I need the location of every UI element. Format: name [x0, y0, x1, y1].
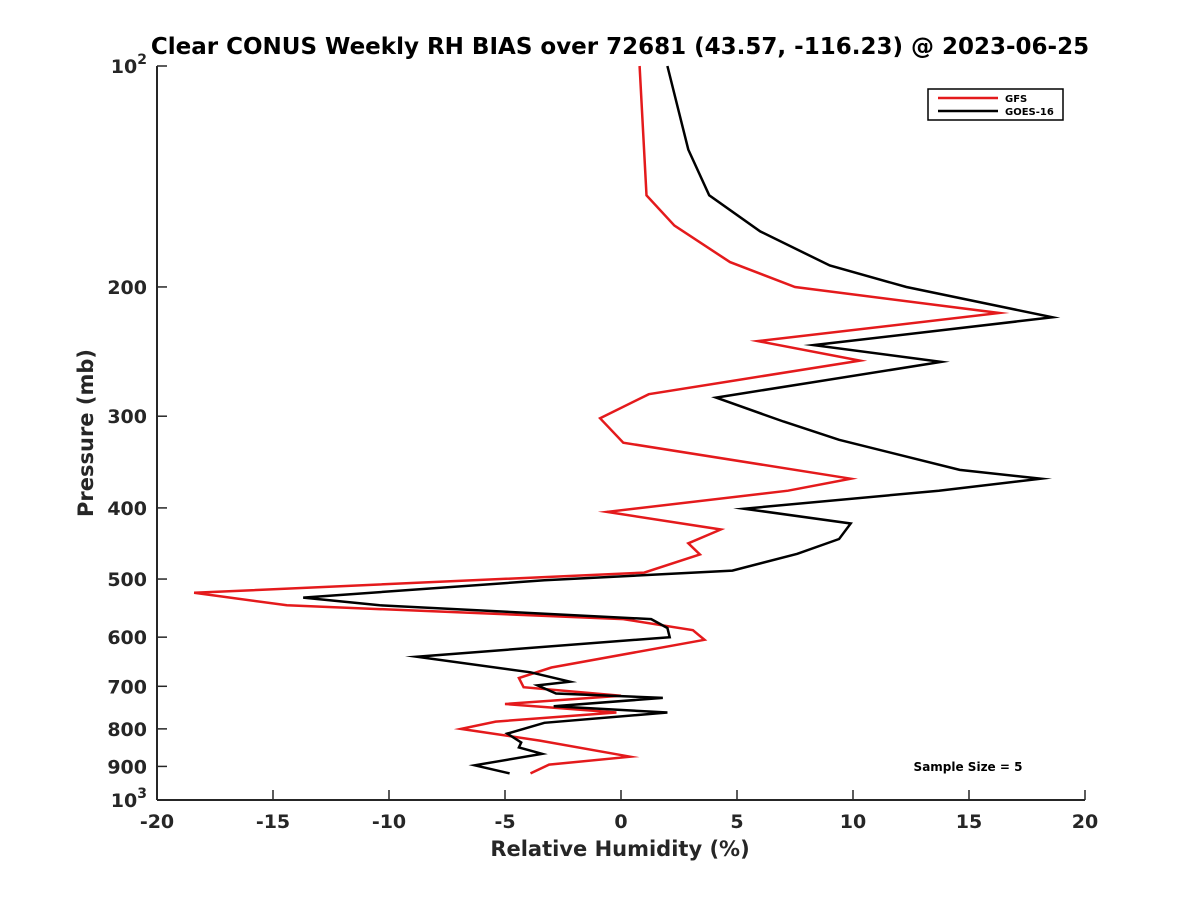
x-tick-label: 0 [614, 811, 627, 833]
series-line-goes16 [303, 65, 1061, 775]
x-tick-label: 20 [1072, 811, 1098, 833]
series-lines [193, 65, 1061, 775]
legend-label-gfs: GFS [1005, 94, 1027, 105]
x-tick-label: -10 [372, 811, 406, 833]
series-line-gfs [193, 65, 1010, 775]
y-tick-label: 500 [107, 569, 147, 591]
y-tick-label: 900 [107, 756, 147, 778]
x-tick-label: 10 [840, 811, 866, 833]
x-tick-label: -15 [256, 811, 290, 833]
y-tick-label: 700 [107, 676, 147, 698]
legend-box [927, 88, 1064, 121]
y-tick-label: 600 [107, 627, 147, 649]
y-tick-label: 300 [107, 406, 147, 428]
y-tick-label: 200 [107, 277, 147, 299]
axes: -20 -15 -10 -5 0 5 10 15 20102200300400500600700… [107, 52, 1098, 833]
y-axis-label: Pressure (mb) [74, 349, 98, 517]
y-tick-label: 800 [107, 719, 147, 741]
x-axis-label: Relative Humidity (%) [490, 837, 749, 861]
sample-size-annotation: Sample Size = 5 [914, 760, 1023, 774]
x-tick-label: -20 [140, 811, 174, 833]
x-tick-label: -5 [494, 811, 515, 833]
y-tick-label: 400 [107, 498, 147, 520]
x-tick-label: 5 [730, 811, 743, 833]
chart-title: Clear CONUS Weekly RH BIAS over 72681 (4… [151, 34, 1089, 60]
x-tick-label: 15 [956, 811, 982, 833]
legend-label-goes16: GOES-16 [1005, 107, 1054, 118]
legend: GFS GOES-16 [927, 88, 1064, 121]
